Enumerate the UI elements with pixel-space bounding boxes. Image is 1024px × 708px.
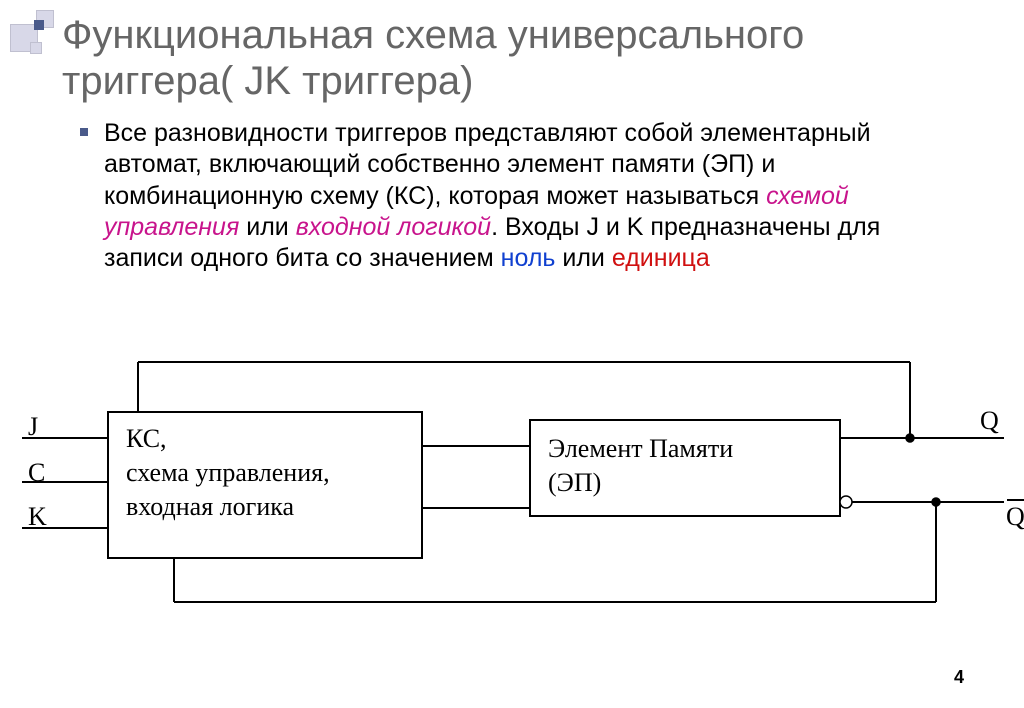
body-t2: или <box>239 213 295 241</box>
slide-title: Функциональная схема универсального триг… <box>62 12 984 104</box>
body-text: Все разновидности триггеров представляют… <box>104 118 964 274</box>
page-number: 4 <box>954 667 964 688</box>
output-label-q: Q <box>980 406 999 436</box>
body-t4: или <box>555 244 611 272</box>
body-bullet-icon <box>80 128 88 136</box>
input-label-j: J <box>28 412 38 442</box>
title-text: Функциональная схема универсального триг… <box>62 13 804 103</box>
input-label-k: K <box>28 502 47 532</box>
body-t1: Все разновидности триггеров представляют… <box>104 119 871 210</box>
output-label-qbar-text: Q <box>1006 502 1024 531</box>
title-bullet-icon <box>34 20 44 30</box>
body-b1: ноль <box>501 244 556 272</box>
box-ep-text: Элемент Памяти (ЭП) <box>548 432 733 500</box>
body-m2: входной логикой <box>296 213 491 241</box>
body-r1: единица <box>612 244 710 272</box>
box-ks-text: КС, схема управления, входная логика <box>126 422 330 523</box>
input-label-c: C <box>28 458 45 488</box>
output-label-qbar: Q <box>980 472 1024 562</box>
jk-trigger-diagram: J C K Q Q КС, схема управления, входная … <box>0 340 1024 650</box>
